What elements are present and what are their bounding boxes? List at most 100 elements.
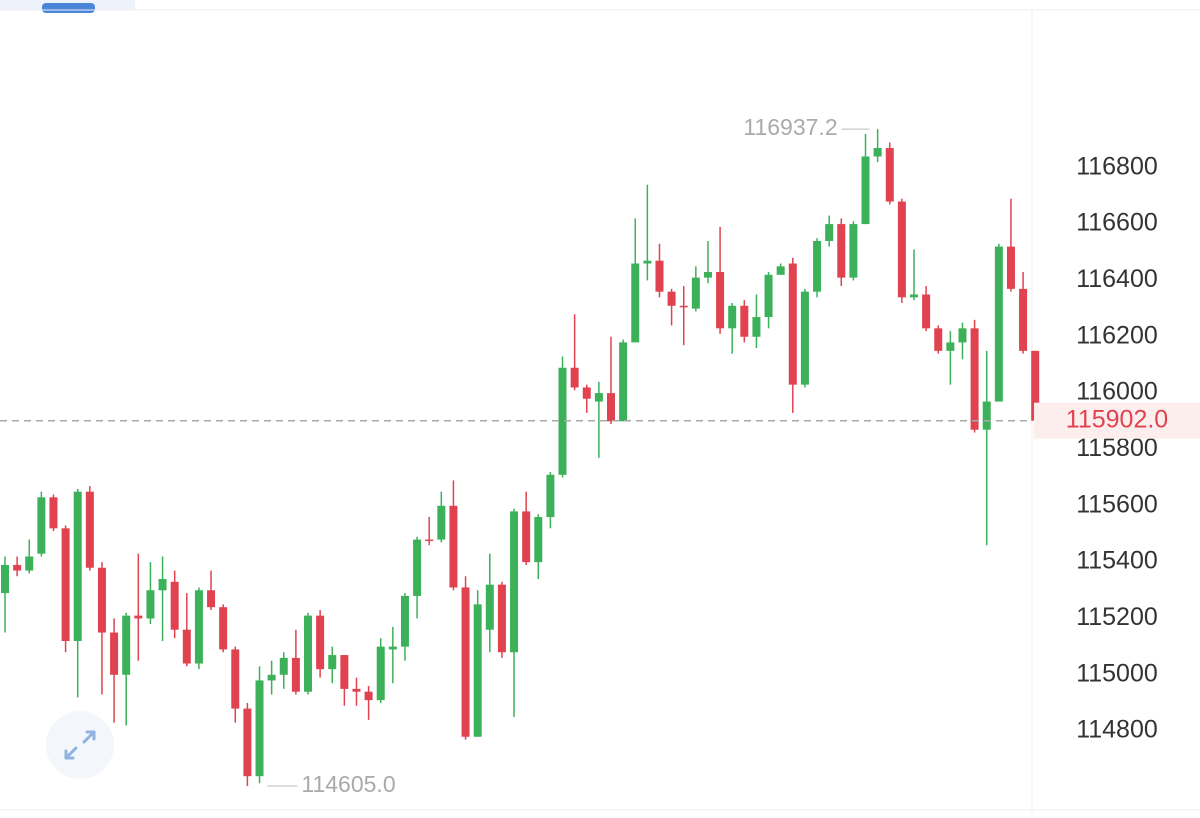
candle-body bbox=[994, 246, 1003, 402]
candle-body bbox=[740, 305, 749, 337]
candle-body bbox=[122, 615, 131, 675]
y-tick-label: 115800 bbox=[1076, 434, 1158, 462]
candle-body bbox=[485, 584, 494, 630]
candle-body bbox=[1, 564, 9, 594]
candle-body bbox=[667, 291, 676, 306]
active-tab[interactable] bbox=[42, 3, 95, 13]
candle-body bbox=[546, 474, 555, 518]
candle-body bbox=[37, 497, 46, 554]
candle-body bbox=[679, 305, 688, 308]
candle-body bbox=[813, 240, 822, 292]
candle-body bbox=[207, 590, 216, 608]
candle-body bbox=[764, 274, 773, 318]
y-tick-label: 115000 bbox=[1076, 659, 1158, 687]
candle-body bbox=[352, 688, 361, 692]
candle-body bbox=[958, 328, 967, 343]
candle-body bbox=[328, 655, 337, 670]
candle-body bbox=[643, 260, 652, 264]
candle-body bbox=[970, 328, 979, 430]
candle-body bbox=[497, 584, 506, 653]
candle-body bbox=[170, 581, 179, 630]
candle-body bbox=[570, 367, 579, 388]
candle-body bbox=[388, 646, 397, 650]
candle-body bbox=[437, 505, 446, 540]
candle-body bbox=[788, 263, 797, 385]
candle-body bbox=[267, 674, 276, 681]
y-tick-label: 115400 bbox=[1076, 547, 1158, 575]
candle-body bbox=[861, 156, 870, 225]
candle-body bbox=[364, 691, 373, 701]
y-tick-label: 114800 bbox=[1076, 716, 1158, 744]
expand-bg bbox=[46, 711, 114, 779]
candle-body bbox=[728, 305, 737, 329]
candle-body bbox=[291, 657, 300, 692]
candle-body bbox=[910, 294, 918, 298]
candle-body bbox=[607, 393, 615, 422]
candle-body bbox=[219, 607, 228, 650]
candle-body bbox=[885, 148, 894, 202]
candle-body bbox=[461, 587, 470, 737]
candle-body bbox=[158, 579, 167, 591]
candle-body bbox=[400, 595, 409, 647]
candle-body bbox=[316, 615, 325, 670]
candle-body bbox=[631, 263, 640, 343]
candle-body bbox=[703, 271, 712, 278]
y-tick-label: 116800 bbox=[1076, 152, 1158, 180]
candle-body bbox=[304, 615, 312, 692]
candle-body bbox=[558, 367, 567, 475]
candle-body bbox=[825, 224, 834, 241]
candle-body bbox=[376, 646, 385, 701]
candle-body bbox=[946, 342, 955, 351]
candle-body bbox=[182, 629, 191, 664]
candle-body bbox=[873, 148, 882, 157]
candle-body bbox=[837, 224, 846, 278]
candle-body bbox=[85, 491, 94, 568]
candle-body bbox=[594, 393, 603, 402]
y-tick-label: 116200 bbox=[1076, 321, 1158, 349]
candle-body bbox=[849, 224, 858, 278]
candle-body bbox=[61, 528, 70, 641]
candle-body bbox=[340, 655, 349, 689]
candle-body bbox=[134, 615, 143, 619]
candle-body bbox=[110, 632, 119, 675]
candle-body bbox=[522, 511, 531, 563]
high-marker-label: 116937.2 bbox=[743, 114, 837, 140]
candle-body bbox=[776, 266, 785, 275]
candle-body bbox=[231, 649, 240, 709]
candle-body bbox=[510, 511, 519, 653]
last-price-label: 115902.0 bbox=[1066, 405, 1168, 433]
candle-body bbox=[25, 556, 34, 571]
candle-body bbox=[716, 271, 725, 329]
y-tick-label: 115200 bbox=[1076, 603, 1158, 631]
candle-body bbox=[691, 277, 700, 309]
candle-body bbox=[619, 342, 628, 422]
candle-body bbox=[73, 491, 82, 641]
candle-body bbox=[449, 505, 458, 588]
candle-body bbox=[473, 604, 482, 737]
candle-body bbox=[582, 387, 591, 399]
candle-body bbox=[243, 708, 252, 777]
candle-body bbox=[534, 517, 543, 563]
candle-body bbox=[1006, 246, 1015, 289]
expand-icon bbox=[64, 730, 96, 760]
last-price-bg bbox=[1034, 402, 1200, 439]
y-tick-label: 116600 bbox=[1076, 209, 1158, 237]
candle-body bbox=[194, 590, 203, 664]
candle-body bbox=[922, 294, 931, 329]
candle-body bbox=[49, 497, 58, 529]
candle-body bbox=[934, 328, 943, 351]
low-marker-label: 114605.0 bbox=[301, 771, 395, 797]
y-tick-label: 116000 bbox=[1076, 378, 1158, 406]
candle-body bbox=[982, 401, 991, 430]
y-tick-label: 115600 bbox=[1076, 490, 1158, 518]
candle-body bbox=[146, 590, 155, 619]
candle-body bbox=[279, 657, 288, 675]
candle-body bbox=[1031, 350, 1040, 421]
candle-body bbox=[255, 680, 264, 777]
candle-body bbox=[800, 291, 809, 385]
candle-body bbox=[655, 260, 664, 292]
expand-button[interactable] bbox=[46, 711, 114, 779]
candle-body bbox=[897, 201, 906, 298]
